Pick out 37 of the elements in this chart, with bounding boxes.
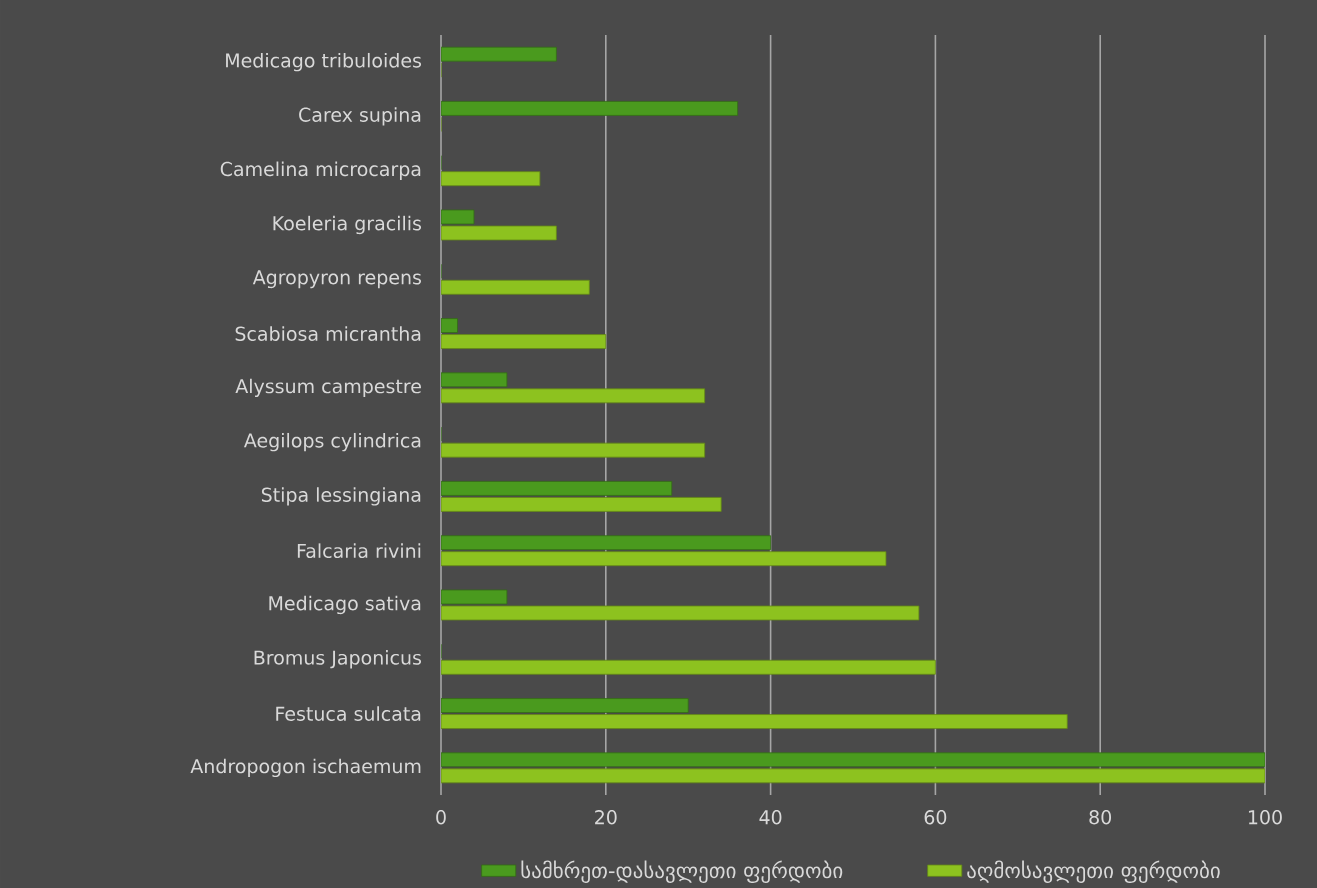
- legend-label: აღმოსავლეთი ფერდობი: [967, 860, 1220, 883]
- x-tick-label: 100: [1248, 810, 1282, 825]
- x-tick-label: 20: [595, 810, 617, 825]
- bar: [441, 535, 771, 551]
- y-tick-label: Stipa lessingiana: [261, 487, 421, 506]
- bar: [441, 388, 706, 404]
- x-tick-label: 0: [436, 810, 446, 825]
- y-tick-label: Aegilops cylindrica: [243, 432, 421, 452]
- y-tick-label: Andropogon ischaemum: [190, 758, 421, 778]
- y-tick-label: Alyssum campestre: [235, 378, 421, 398]
- y-tick-label: Medicago sativa: [269, 595, 421, 615]
- y-tick-label: Camelina microcarpa: [220, 161, 421, 180]
- y-tick-label: Falcaria rivini: [297, 543, 421, 559]
- bar: [441, 752, 1266, 768]
- bar: [441, 334, 607, 349]
- x-tick-label: 40: [759, 810, 782, 825]
- bar: [441, 714, 1068, 729]
- y-tick-label: Carex supina: [299, 107, 421, 126]
- x-tick-label: 60: [924, 810, 947, 825]
- bar: [441, 481, 673, 496]
- legend-label: სამხრეთ-დასავლეთი ფერდობი: [521, 860, 843, 883]
- bar: [441, 279, 590, 295]
- bar: [441, 497, 722, 512]
- bar: [441, 171, 541, 187]
- bar: [441, 372, 508, 388]
- y-tick-label: Bromus Japonicus: [254, 650, 422, 669]
- bar: [441, 659, 936, 675]
- bar: [441, 551, 887, 567]
- y-tick-label: Agropyron repens: [252, 270, 422, 289]
- bar: [441, 101, 739, 116]
- bar: [441, 698, 689, 713]
- y-tick-label: Koeleria gracilis: [273, 215, 422, 235]
- y-tick-label: Medicago tribuloides: [226, 52, 422, 72]
- x-tick-label: 80: [1089, 810, 1112, 825]
- bar: [441, 768, 1266, 784]
- y-tick-label: Scabiosa micrantha: [235, 326, 421, 341]
- y-tick-label: Festuca sulcata: [276, 706, 421, 721]
